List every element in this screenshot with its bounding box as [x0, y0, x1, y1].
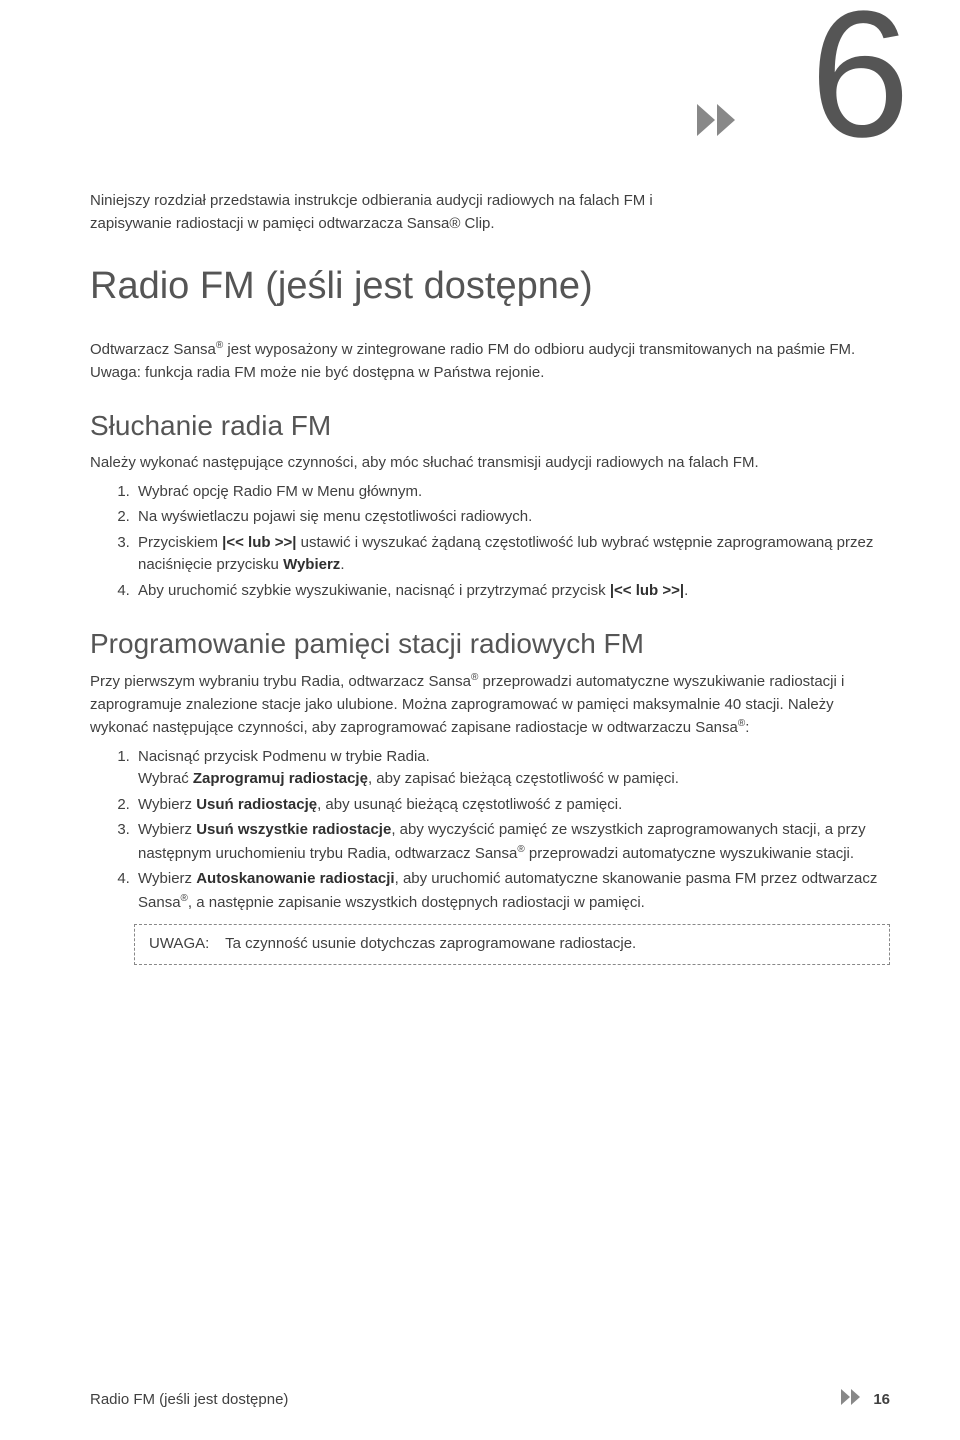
list-item: Wybrać opcję Radio FM w Menu głównym.: [134, 481, 890, 504]
page-footer: Radio FM (jeśli jest dostępne) 16: [90, 1388, 890, 1410]
forward-icon: [841, 1388, 863, 1410]
forward-chapter-icon: [697, 100, 745, 145]
section-heading: Słuchanie radia FM: [90, 410, 890, 442]
body-paragraph: Należy wykonać następujące czynności, ab…: [90, 452, 890, 475]
list-item: Wybierz Usuń wszystkie radiostacje, aby …: [134, 819, 890, 865]
note-box: UWAGA: Ta czynność usunie dotychczas zap…: [134, 924, 890, 965]
body-paragraph: Odtwarzacz Sansa® jest wyposażony w zint…: [90, 338, 890, 384]
ordered-list: Nacisnąć przycisk Podmenu w trybie Radia…: [90, 746, 890, 915]
list-item: Na wyświetlaczu pojawi się menu częstotl…: [134, 506, 890, 529]
section-heading: Programowanie pamięci stacji radiowych F…: [90, 628, 890, 660]
ordered-list: Wybrać opcję Radio FM w Menu głównym. Na…: [90, 481, 890, 603]
list-item: Wybierz Autoskanowanie radiostacji, aby …: [134, 868, 890, 914]
chapter-header: 6: [90, 40, 890, 190]
note-label: UWAGA:: [149, 933, 221, 956]
intro-paragraph: Niniejszy rozdział przedstawia instrukcj…: [90, 190, 690, 235]
list-item: Przyciskiem |<< lub >>| ustawić i wyszuk…: [134, 532, 890, 577]
chapter-number: 6: [810, 0, 910, 165]
page-title: Radio FM (jeśli jest dostępne): [90, 265, 890, 308]
list-item: Nacisnąć przycisk Podmenu w trybie Radia…: [134, 746, 890, 791]
footer-title: Radio FM (jeśli jest dostępne): [90, 1391, 288, 1408]
list-item: Wybierz Usuń radiostację, aby usunąć bie…: [134, 794, 890, 817]
note-text: Ta czynność usunie dotychczas zaprogramo…: [225, 933, 636, 956]
list-item: Aby uruchomić szybkie wyszukiwanie, naci…: [134, 580, 890, 603]
page-number: 16: [873, 1391, 890, 1408]
body-paragraph: Przy pierwszym wybraniu trybu Radia, odt…: [90, 670, 890, 740]
